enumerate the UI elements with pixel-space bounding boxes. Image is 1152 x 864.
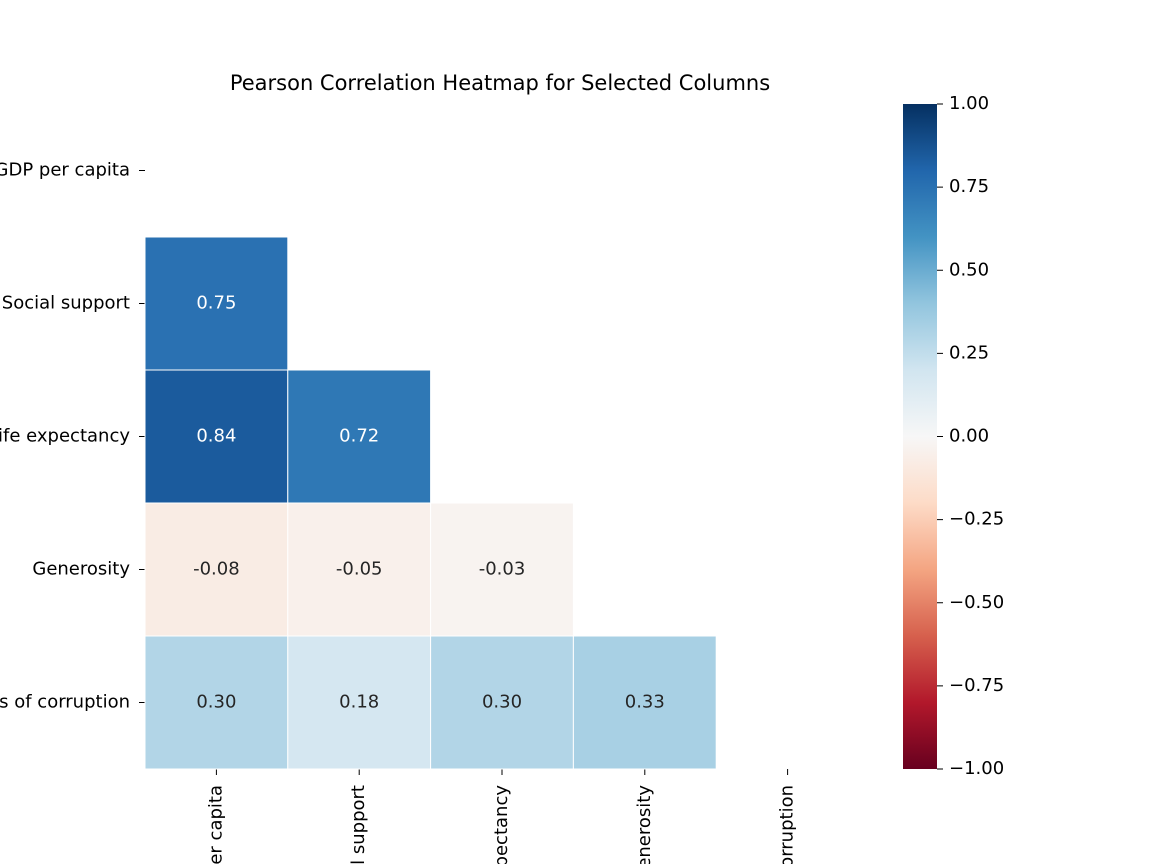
cell-label: 0.30 bbox=[196, 692, 236, 713]
heatmap-cell bbox=[144, 502, 289, 637]
y-tick-label: Generosity bbox=[32, 559, 130, 580]
heatmap-cell bbox=[287, 635, 432, 770]
cell-label: -0.03 bbox=[479, 559, 526, 580]
x-tick-label: Social support bbox=[348, 785, 369, 864]
colorbar-tick-label: −1.00 bbox=[949, 758, 1004, 779]
heatmap-cell bbox=[144, 236, 289, 371]
x-tick-label: Healthy life expectancy bbox=[491, 785, 512, 864]
cell-label: -0.08 bbox=[193, 559, 240, 580]
y-tick-label: GDP per capita bbox=[0, 160, 130, 181]
x-tick-label: Generosity bbox=[634, 785, 655, 864]
cell-label: -0.05 bbox=[336, 559, 383, 580]
heatmap-cell bbox=[430, 502, 574, 637]
heatmap-cell bbox=[144, 369, 289, 504]
cell-label: 0.30 bbox=[482, 692, 522, 713]
colorbar-tick-label: −0.50 bbox=[949, 592, 1004, 613]
heatmap-cell bbox=[144, 635, 289, 770]
heatmap-cell bbox=[287, 502, 432, 637]
cell-label: 0.33 bbox=[625, 692, 665, 713]
colorbar bbox=[903, 104, 937, 769]
cell-label: 0.18 bbox=[339, 692, 379, 713]
colorbar-tick-label: −0.75 bbox=[949, 675, 1004, 696]
y-tick-label: Perceptions of corruption bbox=[0, 692, 130, 713]
cell-label: 0.75 bbox=[196, 293, 236, 314]
chart-title: Pearson Correlation Heatmap for Selected… bbox=[230, 71, 770, 95]
colorbar-tick-label: 0.75 bbox=[949, 176, 989, 197]
colorbar-tick-label: 0.00 bbox=[949, 426, 989, 447]
colorbar-tick-label: 1.00 bbox=[949, 93, 989, 114]
x-tick-label: Perceptions of corruption bbox=[777, 785, 798, 864]
colorbar-tick-label: −0.25 bbox=[949, 509, 1004, 530]
cell-label: 0.72 bbox=[339, 426, 379, 447]
colorbar-tick-label: 0.25 bbox=[949, 342, 989, 363]
x-tick-label: GDP per capita bbox=[205, 785, 226, 864]
y-tick-label: Social support bbox=[2, 293, 130, 314]
heatmap-cell bbox=[572, 635, 717, 770]
cell-label: 0.84 bbox=[196, 426, 236, 447]
colorbar-tick-label: 0.50 bbox=[949, 259, 989, 280]
y-tick-label: Healthy life expectancy bbox=[0, 426, 130, 447]
heatmap-cell bbox=[430, 635, 574, 770]
